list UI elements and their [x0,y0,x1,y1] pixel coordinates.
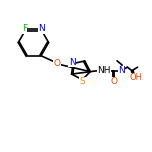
Text: S: S [80,77,85,86]
Text: NH: NH [97,66,111,75]
Text: N: N [69,58,76,67]
Text: O: O [110,77,117,86]
Text: N: N [38,24,45,33]
Text: F: F [22,24,27,33]
Text: N: N [118,66,125,75]
Text: O: O [54,59,60,68]
Text: OH: OH [130,73,143,82]
